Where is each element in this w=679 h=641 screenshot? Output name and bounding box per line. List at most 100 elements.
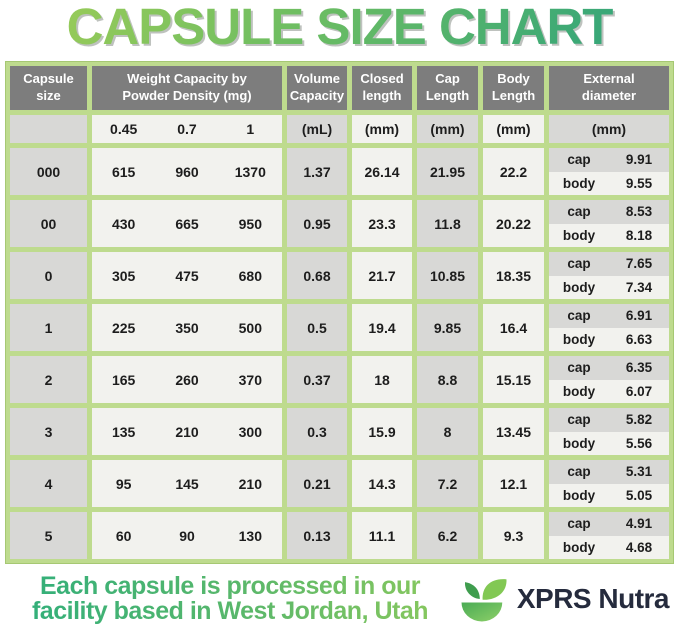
capsule-size-cell: 000 bbox=[10, 148, 87, 195]
external-cap-value: 5.31 bbox=[625, 464, 653, 480]
units-density-values: 0.45 0.7 1 bbox=[92, 115, 282, 143]
cap-length-cell: 11.8 bbox=[417, 200, 478, 247]
brand-logo: XPRS Nutra bbox=[458, 575, 670, 623]
external-body-label: body bbox=[562, 227, 596, 243]
external-body-value: 5.05 bbox=[625, 487, 653, 503]
weight-capacity-cell: 615 960 1370 bbox=[92, 148, 282, 195]
footer: Each capsule is processed in our facilit… bbox=[0, 564, 679, 624]
external-cap-row: cap 4.91 bbox=[549, 512, 669, 536]
external-diameter-cell: cap 6.35 body 6.07 bbox=[549, 356, 669, 403]
external-cap-row: cap 5.82 bbox=[549, 408, 669, 432]
external-cap-value: 6.91 bbox=[625, 308, 653, 324]
cap-length-cell: 10.85 bbox=[417, 252, 478, 299]
capsule-size-cell: 0 bbox=[10, 252, 87, 299]
weight-capacity-cell: 305 475 680 bbox=[92, 252, 282, 299]
table-row: 000 615 960 1370 1.37 26.14 21.95 22.2 c… bbox=[10, 148, 669, 195]
external-body-row: body 5.56 bbox=[549, 431, 669, 455]
external-cap-value: 9.91 bbox=[625, 152, 653, 168]
units-cap: (mm) bbox=[417, 115, 478, 143]
weight-07-value: 960 bbox=[175, 163, 199, 180]
external-body-label: body bbox=[562, 331, 596, 347]
table-row: 00 430 665 950 0.95 23.3 11.8 20.22 cap … bbox=[10, 200, 669, 247]
capsule-size-cell: 1 bbox=[10, 304, 87, 351]
weight-07-value: 90 bbox=[179, 527, 195, 544]
weight-capacity-cell: 430 665 950 bbox=[92, 200, 282, 247]
volume-capacity-cell: 0.21 bbox=[287, 460, 347, 507]
table-row: 5 60 90 130 0.13 11.1 6.2 9.3 cap 4.91 b… bbox=[10, 512, 669, 559]
weight-capacity-cell: 225 350 500 bbox=[92, 304, 282, 351]
cap-length-cell: 9.85 bbox=[417, 304, 478, 351]
external-cap-row: cap 6.91 bbox=[549, 304, 669, 328]
external-cap-row: cap 8.53 bbox=[549, 200, 669, 224]
external-body-value: 6.07 bbox=[625, 383, 653, 399]
units-volume: (mL) bbox=[287, 115, 347, 143]
external-cap-label: cap bbox=[567, 152, 591, 168]
units-capsule-size-empty bbox=[10, 115, 87, 143]
external-diameter-cell: cap 9.91 body 9.55 bbox=[549, 148, 669, 195]
weight-045-value: 225 bbox=[111, 319, 136, 336]
external-cap-row: cap 7.65 bbox=[549, 252, 669, 276]
weight-capacity-cell: 135 210 300 bbox=[92, 408, 282, 455]
capsule-size-cell: 2 bbox=[10, 356, 87, 403]
external-diameter-cell: cap 7.65 body 7.34 bbox=[549, 252, 669, 299]
weight-045-value: 430 bbox=[111, 215, 136, 232]
header-external-diameter-label: External diameter bbox=[581, 71, 637, 103]
units-external: (mm) bbox=[549, 115, 669, 143]
capsule-size-table: Capsule size Weight Capacity by Powder D… bbox=[5, 61, 674, 564]
weight-045-value: 135 bbox=[111, 423, 136, 440]
header-external-diameter: External diameter bbox=[549, 66, 669, 110]
external-body-label: body bbox=[562, 175, 596, 191]
table-row: 1 225 350 500 0.5 19.4 9.85 16.4 cap 6.9… bbox=[10, 304, 669, 351]
external-diameter-cell: cap 8.53 body 8.18 bbox=[549, 200, 669, 247]
cap-length-cell: 7.2 bbox=[417, 460, 478, 507]
weight-07-value: 260 bbox=[175, 371, 199, 388]
leaf-bowl-icon bbox=[461, 579, 507, 622]
weight-07-value: 145 bbox=[175, 475, 199, 492]
weight-045-value: 60 bbox=[115, 527, 132, 544]
capsule-size-cell: 00 bbox=[10, 200, 87, 247]
external-cap-label: cap bbox=[567, 308, 591, 324]
capsule-size-cell: 5 bbox=[10, 512, 87, 559]
table-row: 2 165 260 370 0.37 18 8.8 15.15 cap 6.35… bbox=[10, 356, 669, 403]
density-045: 0.45 bbox=[110, 121, 138, 137]
volume-capacity-cell: 0.95 bbox=[287, 200, 347, 247]
closed-length-cell: 11.1 bbox=[352, 512, 412, 559]
body-length-cell: 13.45 bbox=[483, 408, 544, 455]
external-cap-row: cap 9.91 bbox=[549, 148, 669, 172]
capsule-size-cell: 3 bbox=[10, 408, 87, 455]
brand-name: XPRS Nutra bbox=[516, 583, 670, 614]
body-length-cell: 22.2 bbox=[483, 148, 544, 195]
weight-07-value: 475 bbox=[175, 267, 199, 284]
external-cap-label: cap bbox=[567, 412, 591, 428]
weight-capacity-cell: 95 145 210 bbox=[92, 460, 282, 507]
weight-045-value: 615 bbox=[111, 163, 136, 180]
units-closed: (mm) bbox=[352, 115, 412, 143]
header-cap-length: Cap Length bbox=[417, 66, 478, 110]
weight-045-value: 95 bbox=[115, 475, 132, 492]
table-row: 0 305 475 680 0.68 21.7 10.85 18.35 cap … bbox=[10, 252, 669, 299]
body-length-cell: 18.35 bbox=[483, 252, 544, 299]
volume-capacity-cell: 0.3 bbox=[287, 408, 347, 455]
cap-length-cell: 8.8 bbox=[417, 356, 478, 403]
external-diameter-cell: cap 6.91 body 6.63 bbox=[549, 304, 669, 351]
closed-length-cell: 19.4 bbox=[352, 304, 412, 351]
weight-1-value: 680 bbox=[238, 267, 262, 284]
header-body-length: Body Length bbox=[483, 66, 544, 110]
closed-length-cell: 26.14 bbox=[352, 148, 412, 195]
external-cap-value: 7.65 bbox=[625, 256, 653, 272]
weight-07-value: 350 bbox=[175, 319, 199, 336]
external-cap-value: 5.82 bbox=[625, 412, 653, 428]
density-1: 1 bbox=[246, 121, 255, 137]
density-07: 0.7 bbox=[177, 121, 197, 137]
capsule-size-cell: 4 bbox=[10, 460, 87, 507]
footer-tagline-line2: facility based in West Jordan, Utah bbox=[31, 597, 429, 625]
external-body-value: 6.63 bbox=[625, 331, 653, 347]
weight-1-value: 130 bbox=[238, 527, 262, 544]
weight-capacity-cell: 60 90 130 bbox=[92, 512, 282, 559]
external-body-label: body bbox=[562, 435, 596, 451]
header-volume-capacity: Volume Capacity bbox=[287, 66, 347, 110]
weight-1-value: 300 bbox=[238, 423, 262, 440]
weight-07-value: 665 bbox=[175, 215, 199, 232]
external-cap-label: cap bbox=[567, 516, 591, 532]
weight-capacity-cell: 165 260 370 bbox=[92, 356, 282, 403]
